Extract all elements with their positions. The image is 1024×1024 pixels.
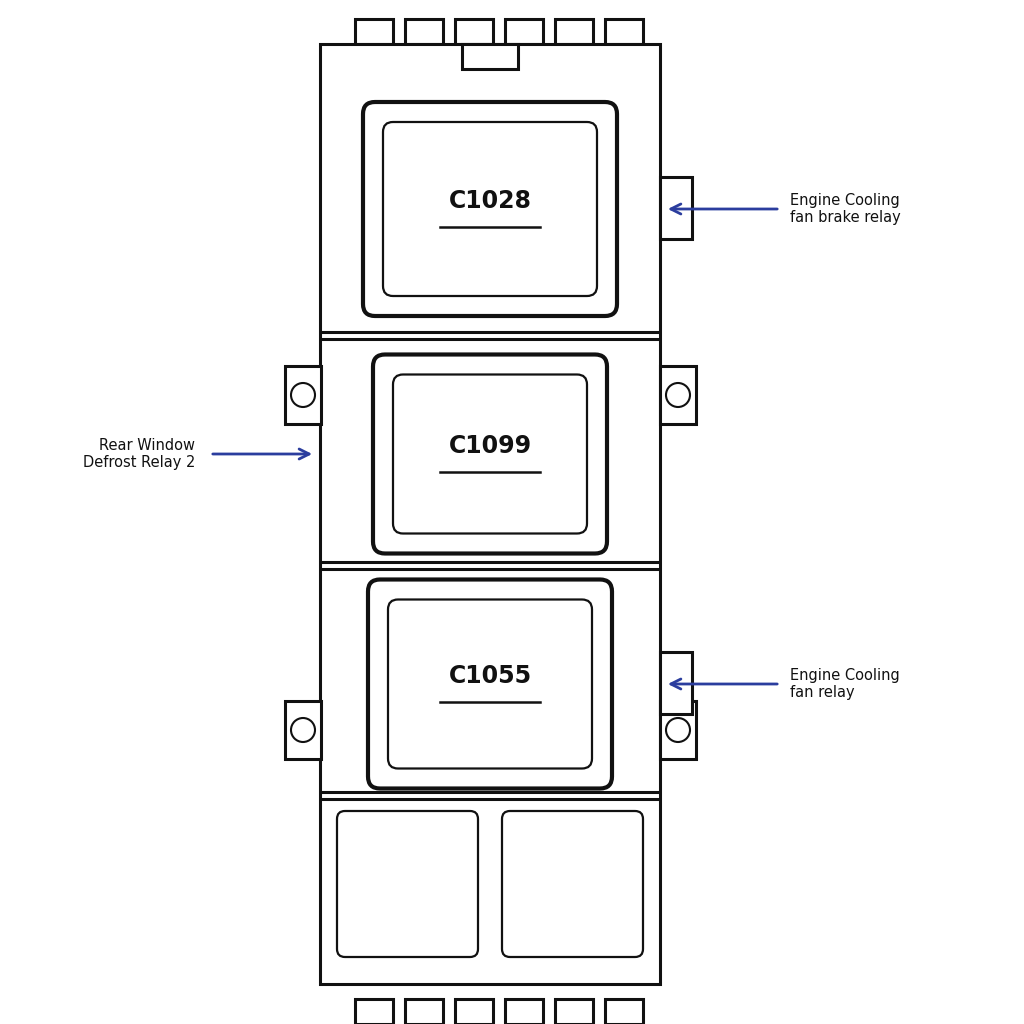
Text: Engine Cooling
fan brake relay: Engine Cooling fan brake relay xyxy=(790,193,901,225)
Text: C1055: C1055 xyxy=(449,664,531,688)
Bar xyxy=(406,19,443,44)
Bar xyxy=(555,999,593,1024)
Bar xyxy=(605,999,643,1024)
FancyBboxPatch shape xyxy=(393,375,587,534)
Bar xyxy=(355,999,393,1024)
FancyBboxPatch shape xyxy=(502,811,643,957)
FancyBboxPatch shape xyxy=(373,354,607,554)
Bar xyxy=(505,19,543,44)
FancyBboxPatch shape xyxy=(383,122,597,296)
Bar xyxy=(660,701,696,759)
Bar xyxy=(605,19,643,44)
Bar xyxy=(355,19,393,44)
Bar xyxy=(505,999,543,1024)
Bar xyxy=(455,999,493,1024)
FancyBboxPatch shape xyxy=(368,580,612,788)
Bar xyxy=(555,19,593,44)
Bar xyxy=(660,366,696,424)
Bar xyxy=(660,652,692,714)
Text: Rear Window
Defrost Relay 2: Rear Window Defrost Relay 2 xyxy=(83,438,195,470)
Text: C1099: C1099 xyxy=(449,434,531,458)
Bar xyxy=(319,44,660,984)
Bar xyxy=(285,366,321,424)
FancyBboxPatch shape xyxy=(388,599,592,768)
Bar xyxy=(455,19,493,44)
Bar xyxy=(462,44,518,69)
Text: Engine Cooling
fan relay: Engine Cooling fan relay xyxy=(790,668,900,700)
Bar xyxy=(406,999,443,1024)
Bar xyxy=(285,701,321,759)
Text: C1028: C1028 xyxy=(449,189,531,213)
FancyBboxPatch shape xyxy=(337,811,478,957)
Bar xyxy=(660,177,692,239)
FancyBboxPatch shape xyxy=(362,102,617,316)
